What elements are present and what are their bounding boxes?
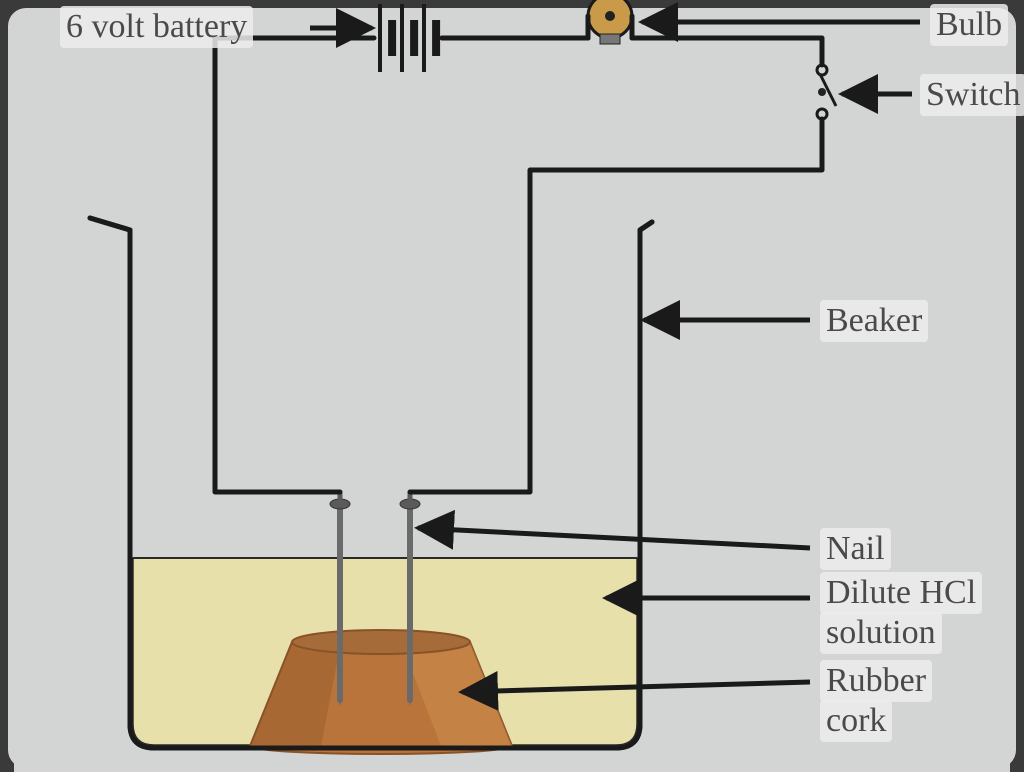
diagram-stage: 6 volt battery Bulb Switch Beaker Nail D… bbox=[0, 0, 1024, 772]
label-nail: Nail bbox=[820, 528, 891, 570]
label-switch: Switch bbox=[920, 74, 1024, 116]
label-hcl-1: Dilute HCl bbox=[820, 572, 982, 614]
label-cork-1: Rubber bbox=[820, 660, 932, 702]
label-bulb: Bulb bbox=[930, 4, 1008, 46]
diagram-svg bbox=[0, 0, 1024, 772]
label-battery: 6 volt battery bbox=[60, 6, 253, 48]
label-cork-2: cork bbox=[820, 700, 892, 742]
label-hcl-2: solution bbox=[820, 612, 942, 654]
label-beaker: Beaker bbox=[820, 300, 928, 342]
